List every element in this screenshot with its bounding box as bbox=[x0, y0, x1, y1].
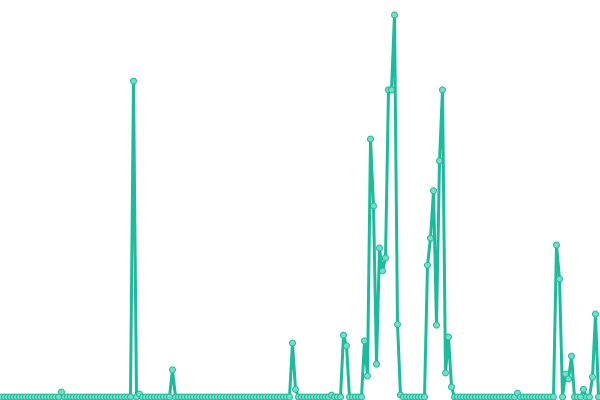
data-point-marker bbox=[394, 320, 401, 328]
series-line-group bbox=[1, 13, 600, 399]
data-point-marker bbox=[430, 187, 437, 195]
data-point-marker bbox=[550, 393, 557, 400]
data-point-marker bbox=[358, 393, 365, 400]
data-point-marker bbox=[364, 372, 371, 380]
data-point-marker bbox=[562, 370, 569, 378]
data-point-marker bbox=[373, 360, 380, 368]
data-point-marker bbox=[388, 86, 395, 94]
data-point-marker bbox=[595, 393, 600, 400]
data-point-marker bbox=[580, 385, 587, 393]
data-point-marker bbox=[370, 202, 377, 210]
data-point-marker bbox=[286, 393, 293, 400]
markers-group bbox=[0, 11, 600, 400]
data-point-marker bbox=[445, 333, 452, 341]
data-point-marker bbox=[343, 342, 350, 350]
data-point-marker bbox=[448, 383, 455, 391]
data-point-marker bbox=[169, 366, 176, 374]
data-point-marker bbox=[58, 388, 65, 396]
data-point-marker bbox=[436, 157, 443, 165]
data-point-marker bbox=[391, 11, 398, 19]
data-point-marker bbox=[433, 321, 440, 329]
data-point-marker bbox=[421, 393, 428, 400]
data-point-marker bbox=[553, 241, 560, 249]
data-point-marker bbox=[565, 375, 572, 383]
data-point-marker bbox=[589, 373, 596, 381]
data-point-marker bbox=[130, 77, 137, 85]
data-point-marker bbox=[556, 275, 563, 283]
data-point-marker bbox=[292, 385, 299, 393]
data-point-marker bbox=[166, 393, 173, 400]
series-line bbox=[1, 13, 600, 399]
data-point-marker bbox=[559, 393, 566, 400]
data-point-marker bbox=[382, 254, 389, 262]
data-point-marker bbox=[592, 310, 599, 318]
data-point-marker bbox=[424, 261, 431, 269]
data-point-marker bbox=[127, 393, 134, 400]
data-point-marker bbox=[379, 267, 386, 275]
data-point-marker bbox=[568, 352, 575, 360]
data-point-marker bbox=[439, 86, 446, 94]
data-point-marker bbox=[376, 244, 383, 252]
data-point-marker bbox=[586, 393, 593, 400]
data-point-marker bbox=[340, 331, 347, 339]
data-point-marker bbox=[577, 393, 584, 400]
data-point-marker bbox=[337, 393, 344, 400]
data-point-marker bbox=[289, 339, 296, 347]
data-point-marker bbox=[361, 337, 368, 345]
data-point-marker bbox=[442, 369, 449, 377]
data-point-marker bbox=[367, 135, 374, 143]
data-point-marker bbox=[427, 234, 434, 242]
